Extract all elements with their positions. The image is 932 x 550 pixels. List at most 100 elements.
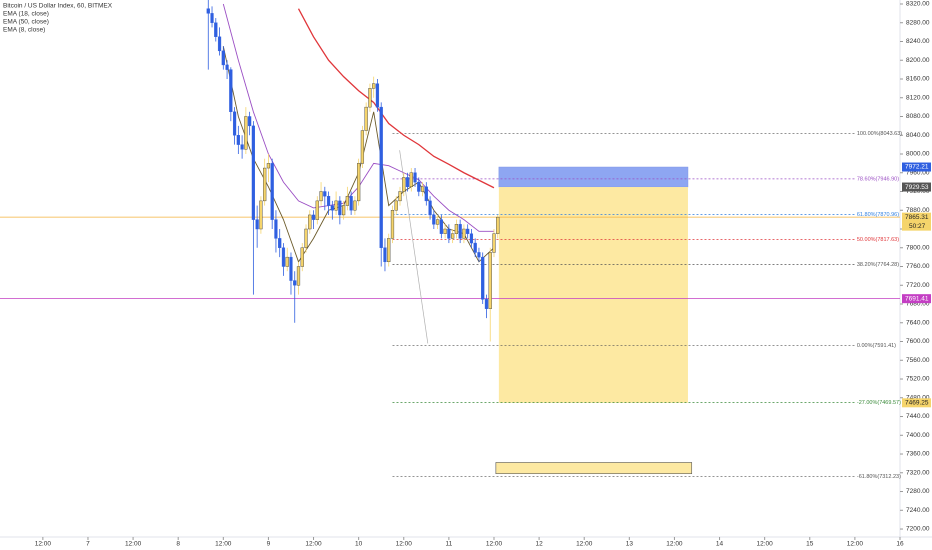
x-tick-label: 12:00	[396, 541, 413, 548]
candle-body	[304, 228, 308, 248]
x-tick-label: 12:00	[666, 541, 683, 548]
y-tick-label: 7280.00	[906, 488, 930, 495]
y-tick-label: 8160.00	[906, 76, 930, 83]
price-tag-label: 7865.31	[905, 214, 929, 221]
fib-label: 0.00%(7591.41)	[857, 343, 896, 349]
price-tag-label: 7469.25	[905, 400, 929, 407]
candle-body	[330, 205, 334, 211]
price-tag	[902, 398, 931, 408]
candle-body	[349, 195, 353, 211]
candle-body	[379, 106, 383, 248]
candle-body	[484, 299, 489, 309]
candle-body	[255, 219, 259, 230]
candle-body	[390, 210, 395, 239]
candle-body	[308, 214, 312, 230]
y-tick-label: 7400.00	[906, 432, 930, 439]
price-tag-label: 7929.53	[905, 184, 929, 191]
candle-body	[402, 177, 406, 192]
candle-body	[259, 200, 263, 230]
x-tick-label: 15	[806, 541, 814, 548]
candle-body	[372, 83, 376, 89]
legend-entry: EMA (8, close)	[3, 27, 45, 34]
price-tag	[902, 162, 931, 172]
candle-body	[285, 256, 289, 267]
y-tick-label: 8200.00	[906, 57, 930, 64]
candle-body	[469, 233, 474, 244]
x-tick-label: 12	[535, 541, 543, 548]
y-tick-label: 7360.00	[906, 451, 930, 458]
fib-label: 100.00%(8043.63)	[857, 131, 902, 137]
candle-body	[244, 116, 248, 150]
y-tick-label: 7240.00	[906, 507, 930, 514]
y-tick-label: 8080.00	[906, 113, 930, 120]
candle-body	[248, 116, 252, 127]
candle-body	[270, 163, 274, 220]
candle-body	[315, 200, 319, 220]
price-tag-label: 7972.21	[905, 164, 929, 171]
fib-label: -61.80%(7312.23)	[857, 474, 901, 480]
y-tick-label: 8240.00	[906, 38, 930, 45]
x-tick-label: 10	[355, 541, 363, 548]
ema-line	[297, 8, 495, 189]
candle-body	[417, 181, 421, 192]
fib-label: 78.60%(7946.90)	[857, 176, 899, 182]
y-tick-label: 7440.00	[906, 413, 930, 420]
x-tick-label: 12:00	[125, 541, 142, 548]
candle-body	[334, 200, 338, 211]
x-tick-label: 12:00	[305, 541, 322, 548]
candle-body	[293, 280, 297, 286]
candle-body	[236, 135, 240, 145]
candle-body	[420, 186, 425, 192]
x-tick-label: 14	[716, 541, 724, 548]
candle-body	[364, 106, 368, 131]
x-tick-label: 12:00	[757, 541, 774, 548]
candle-body	[281, 247, 286, 267]
legend-entry: EMA (18, close)	[3, 11, 49, 18]
candle-body	[428, 200, 432, 216]
y-tick-label: 7200.00	[906, 526, 930, 533]
candle-body	[311, 214, 316, 220]
candle-body	[462, 228, 466, 239]
candle-body	[326, 195, 331, 206]
y-tick-label: 8120.00	[906, 94, 930, 101]
y-tick-label: 7520.00	[906, 376, 930, 383]
x-tick-label: 9	[267, 541, 271, 548]
x-tick-label: 16	[896, 541, 904, 548]
fib-label: -27.00%(7469.57)	[857, 400, 901, 406]
candle-body	[296, 266, 301, 286]
legend-entry: EMA (50, close)	[3, 19, 49, 26]
x-tick-label: 7	[86, 541, 90, 548]
x-tick-label: 12:00	[486, 541, 503, 548]
x-tick-label: 12:00	[35, 541, 52, 548]
zone-box	[495, 462, 693, 475]
candle-body	[360, 130, 365, 164]
candle-body	[214, 22, 218, 38]
candle-body	[263, 167, 267, 202]
candle-body	[289, 256, 293, 281]
candle-body	[451, 233, 455, 239]
candle-body	[424, 186, 428, 202]
x-tick-label: 12:00	[215, 541, 232, 548]
candle-body	[394, 200, 398, 211]
y-tick-label: 7640.00	[906, 319, 930, 326]
candle-body	[368, 88, 372, 108]
fib-label: 50.00%(7817.63)	[857, 237, 899, 243]
y-tick-label: 7560.00	[906, 357, 930, 364]
y-tick-label: 7600.00	[906, 338, 930, 345]
candle-body	[439, 219, 443, 234]
y-tick-label: 7960.00	[906, 169, 930, 176]
candle-body	[496, 216, 500, 234]
countdown-label: 50:27	[909, 223, 926, 230]
candle-body	[466, 228, 470, 234]
fib-label: 61.80%(7870.96)	[857, 212, 899, 218]
y-tick-label: 8000.00	[906, 151, 930, 158]
candle-body	[323, 191, 327, 197]
candle-body	[435, 219, 440, 225]
candle-body	[300, 247, 304, 267]
candle-body	[387, 238, 391, 263]
x-tick-label: 12:00	[847, 541, 864, 548]
x-tick-label: 8	[176, 541, 180, 548]
candle-body	[251, 125, 255, 220]
candle-body	[398, 191, 402, 202]
